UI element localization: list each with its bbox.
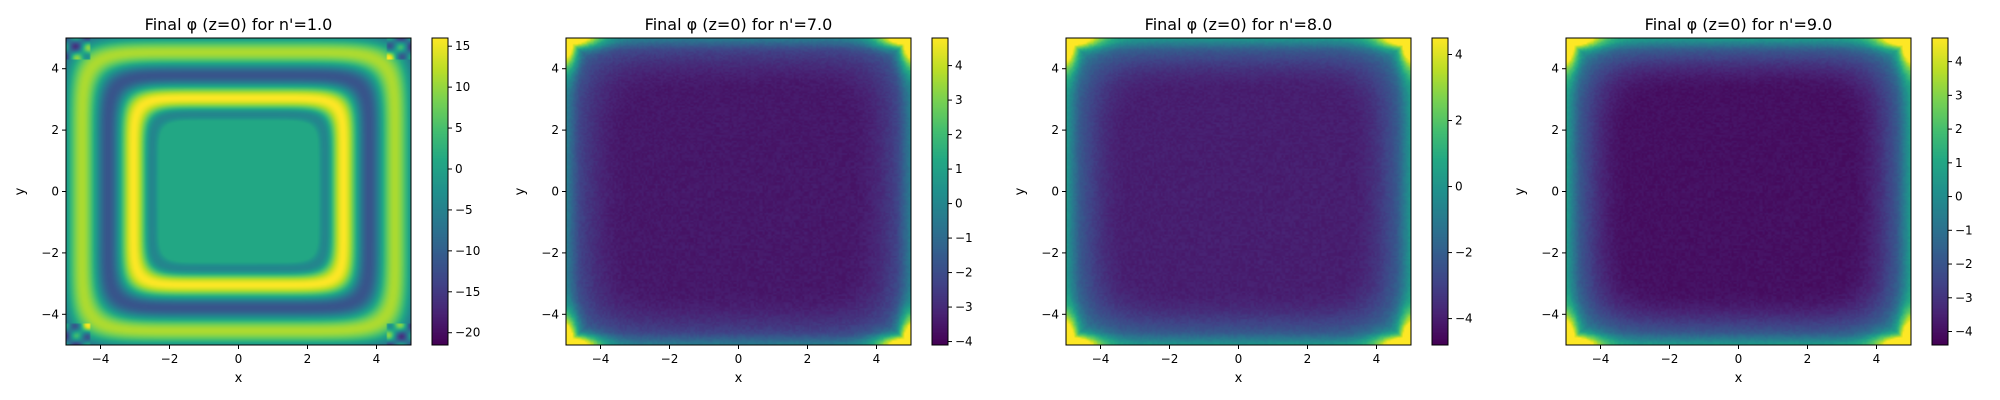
y-tick-label: 0: [51, 185, 59, 199]
x-tick-label: −2: [661, 352, 679, 366]
x-tick-label: 0: [1235, 352, 1243, 366]
y-tick-label: 0: [551, 185, 559, 199]
colorbar-tick-label: 4: [1955, 55, 1963, 69]
colorbar-2: [932, 38, 948, 345]
y-tick-label: 2: [551, 123, 559, 137]
x-axis-label-1: x: [235, 371, 243, 386]
y-tick-label: 4: [1051, 62, 1059, 76]
colorbar-tick-label: −10: [455, 244, 480, 258]
x-tick-label: −2: [1661, 352, 1679, 366]
colorbar-tick-label: −1: [1955, 223, 1973, 237]
colorbar-tick-label: 2: [955, 128, 963, 142]
y-tick-label: −2: [1041, 246, 1059, 260]
colorbar-tick-label: 5: [455, 121, 463, 135]
colorbar-tick-label: −5: [455, 203, 473, 217]
colorbar-tick-label: −2: [955, 266, 973, 280]
y-tick-label: 4: [551, 62, 559, 76]
colorbar-tick-label: −1: [955, 231, 973, 245]
y-tick-label: 2: [1551, 123, 1559, 137]
x-tick-label: −4: [92, 352, 110, 366]
x-tick-label: 4: [1873, 352, 1881, 366]
colorbar-tick-label: 10: [455, 80, 470, 94]
y-tick-label: −4: [541, 307, 559, 321]
colorbar-frame-2: [931, 37, 949, 346]
colorbar-tick-label: −4: [1955, 325, 1973, 339]
colorbar-tick-label: −15: [455, 285, 480, 299]
chart-title-2: Final φ (z=0) for n'=7.0: [645, 15, 833, 34]
colorbar-4: [1932, 38, 1948, 345]
y-tick-label: −4: [1041, 307, 1059, 321]
y-tick-label: 2: [51, 123, 59, 137]
heatmap-image-2: [566, 38, 911, 345]
heatmap-image-4: [1566, 38, 1911, 345]
colorbar-tick-label: −3: [1955, 291, 1973, 305]
colorbar-tick-label: −20: [455, 326, 480, 340]
y-axis-label-4: y: [1513, 187, 1528, 195]
x-tick-label: 2: [304, 352, 312, 366]
x-axis-label-2: x: [735, 371, 743, 386]
x-axis-label-3: x: [1235, 371, 1243, 386]
x-tick-label: −2: [1161, 352, 1179, 366]
x-tick-label: 2: [804, 352, 812, 366]
x-tick-label: 0: [1735, 352, 1743, 366]
x-tick-label: −4: [1092, 352, 1110, 366]
y-tick-label: 0: [1551, 185, 1559, 199]
y-tick-label: 4: [51, 62, 59, 76]
colorbar-tick-label: 3: [955, 93, 963, 107]
colorbar-tick-label: 0: [455, 162, 463, 176]
y-tick-label: 0: [1051, 185, 1059, 199]
colorbar-frame-4: [1931, 37, 1949, 346]
colorbar-frame-3: [1431, 37, 1449, 346]
x-axis-label-4: x: [1735, 371, 1743, 386]
y-axis-label-3: y: [1013, 187, 1028, 195]
y-tick-label: −2: [1541, 246, 1559, 260]
y-tick-label: 4: [1551, 62, 1559, 76]
colorbar-tick-label: 2: [1955, 122, 1963, 136]
x-tick-label: 2: [1804, 352, 1812, 366]
chart-title-1: Final φ (z=0) for n'=1.0: [145, 15, 333, 34]
colorbar-3: [1432, 38, 1448, 345]
x-tick-label: 0: [735, 352, 743, 366]
colorbar-tick-label: 15: [455, 39, 470, 53]
y-tick-label: −4: [1541, 307, 1559, 321]
x-tick-label: −2: [161, 352, 179, 366]
x-tick-label: 4: [373, 352, 381, 366]
colorbar-1: [432, 38, 448, 345]
x-tick-label: 4: [873, 352, 881, 366]
colorbar-tick-label: −4: [955, 335, 973, 349]
heatmap-image-3: [1066, 38, 1411, 345]
colorbar-tick-label: 1: [955, 162, 963, 176]
y-axis-label-1: y: [13, 187, 28, 195]
colorbar-tick-label: 4: [955, 59, 963, 73]
colorbar-tick-label: −2: [1955, 257, 1973, 271]
colorbar-tick-label: −2: [1455, 246, 1473, 260]
x-tick-label: 2: [1304, 352, 1312, 366]
x-tick-label: −4: [592, 352, 610, 366]
colorbar-tick-label: −3: [955, 300, 973, 314]
heatmap-image-1: [66, 38, 411, 345]
colorbar-frame-1: [431, 37, 449, 346]
colorbar-tick-label: 4: [1455, 48, 1463, 62]
y-tick-label: −2: [41, 246, 59, 260]
colorbar-tick-label: 3: [1955, 88, 1963, 102]
colorbar-tick-label: 0: [1455, 180, 1463, 194]
colorbar-tick-label: −4: [1455, 312, 1473, 326]
colorbar-tick-label: 1: [1955, 156, 1963, 170]
y-tick-label: −4: [41, 307, 59, 321]
y-tick-label: 2: [1051, 123, 1059, 137]
x-tick-label: 0: [235, 352, 243, 366]
colorbar-tick-label: 2: [1455, 114, 1463, 128]
chart-title-3: Final φ (z=0) for n'=8.0: [1145, 15, 1333, 34]
chart-title-4: Final φ (z=0) for n'=9.0: [1645, 15, 1833, 34]
colorbar-tick-label: 0: [1955, 190, 1963, 204]
x-tick-label: −4: [1592, 352, 1610, 366]
x-tick-label: 4: [1373, 352, 1381, 366]
colorbar-tick-label: 0: [955, 197, 963, 211]
y-axis-label-2: y: [513, 187, 528, 195]
y-tick-label: −2: [541, 246, 559, 260]
